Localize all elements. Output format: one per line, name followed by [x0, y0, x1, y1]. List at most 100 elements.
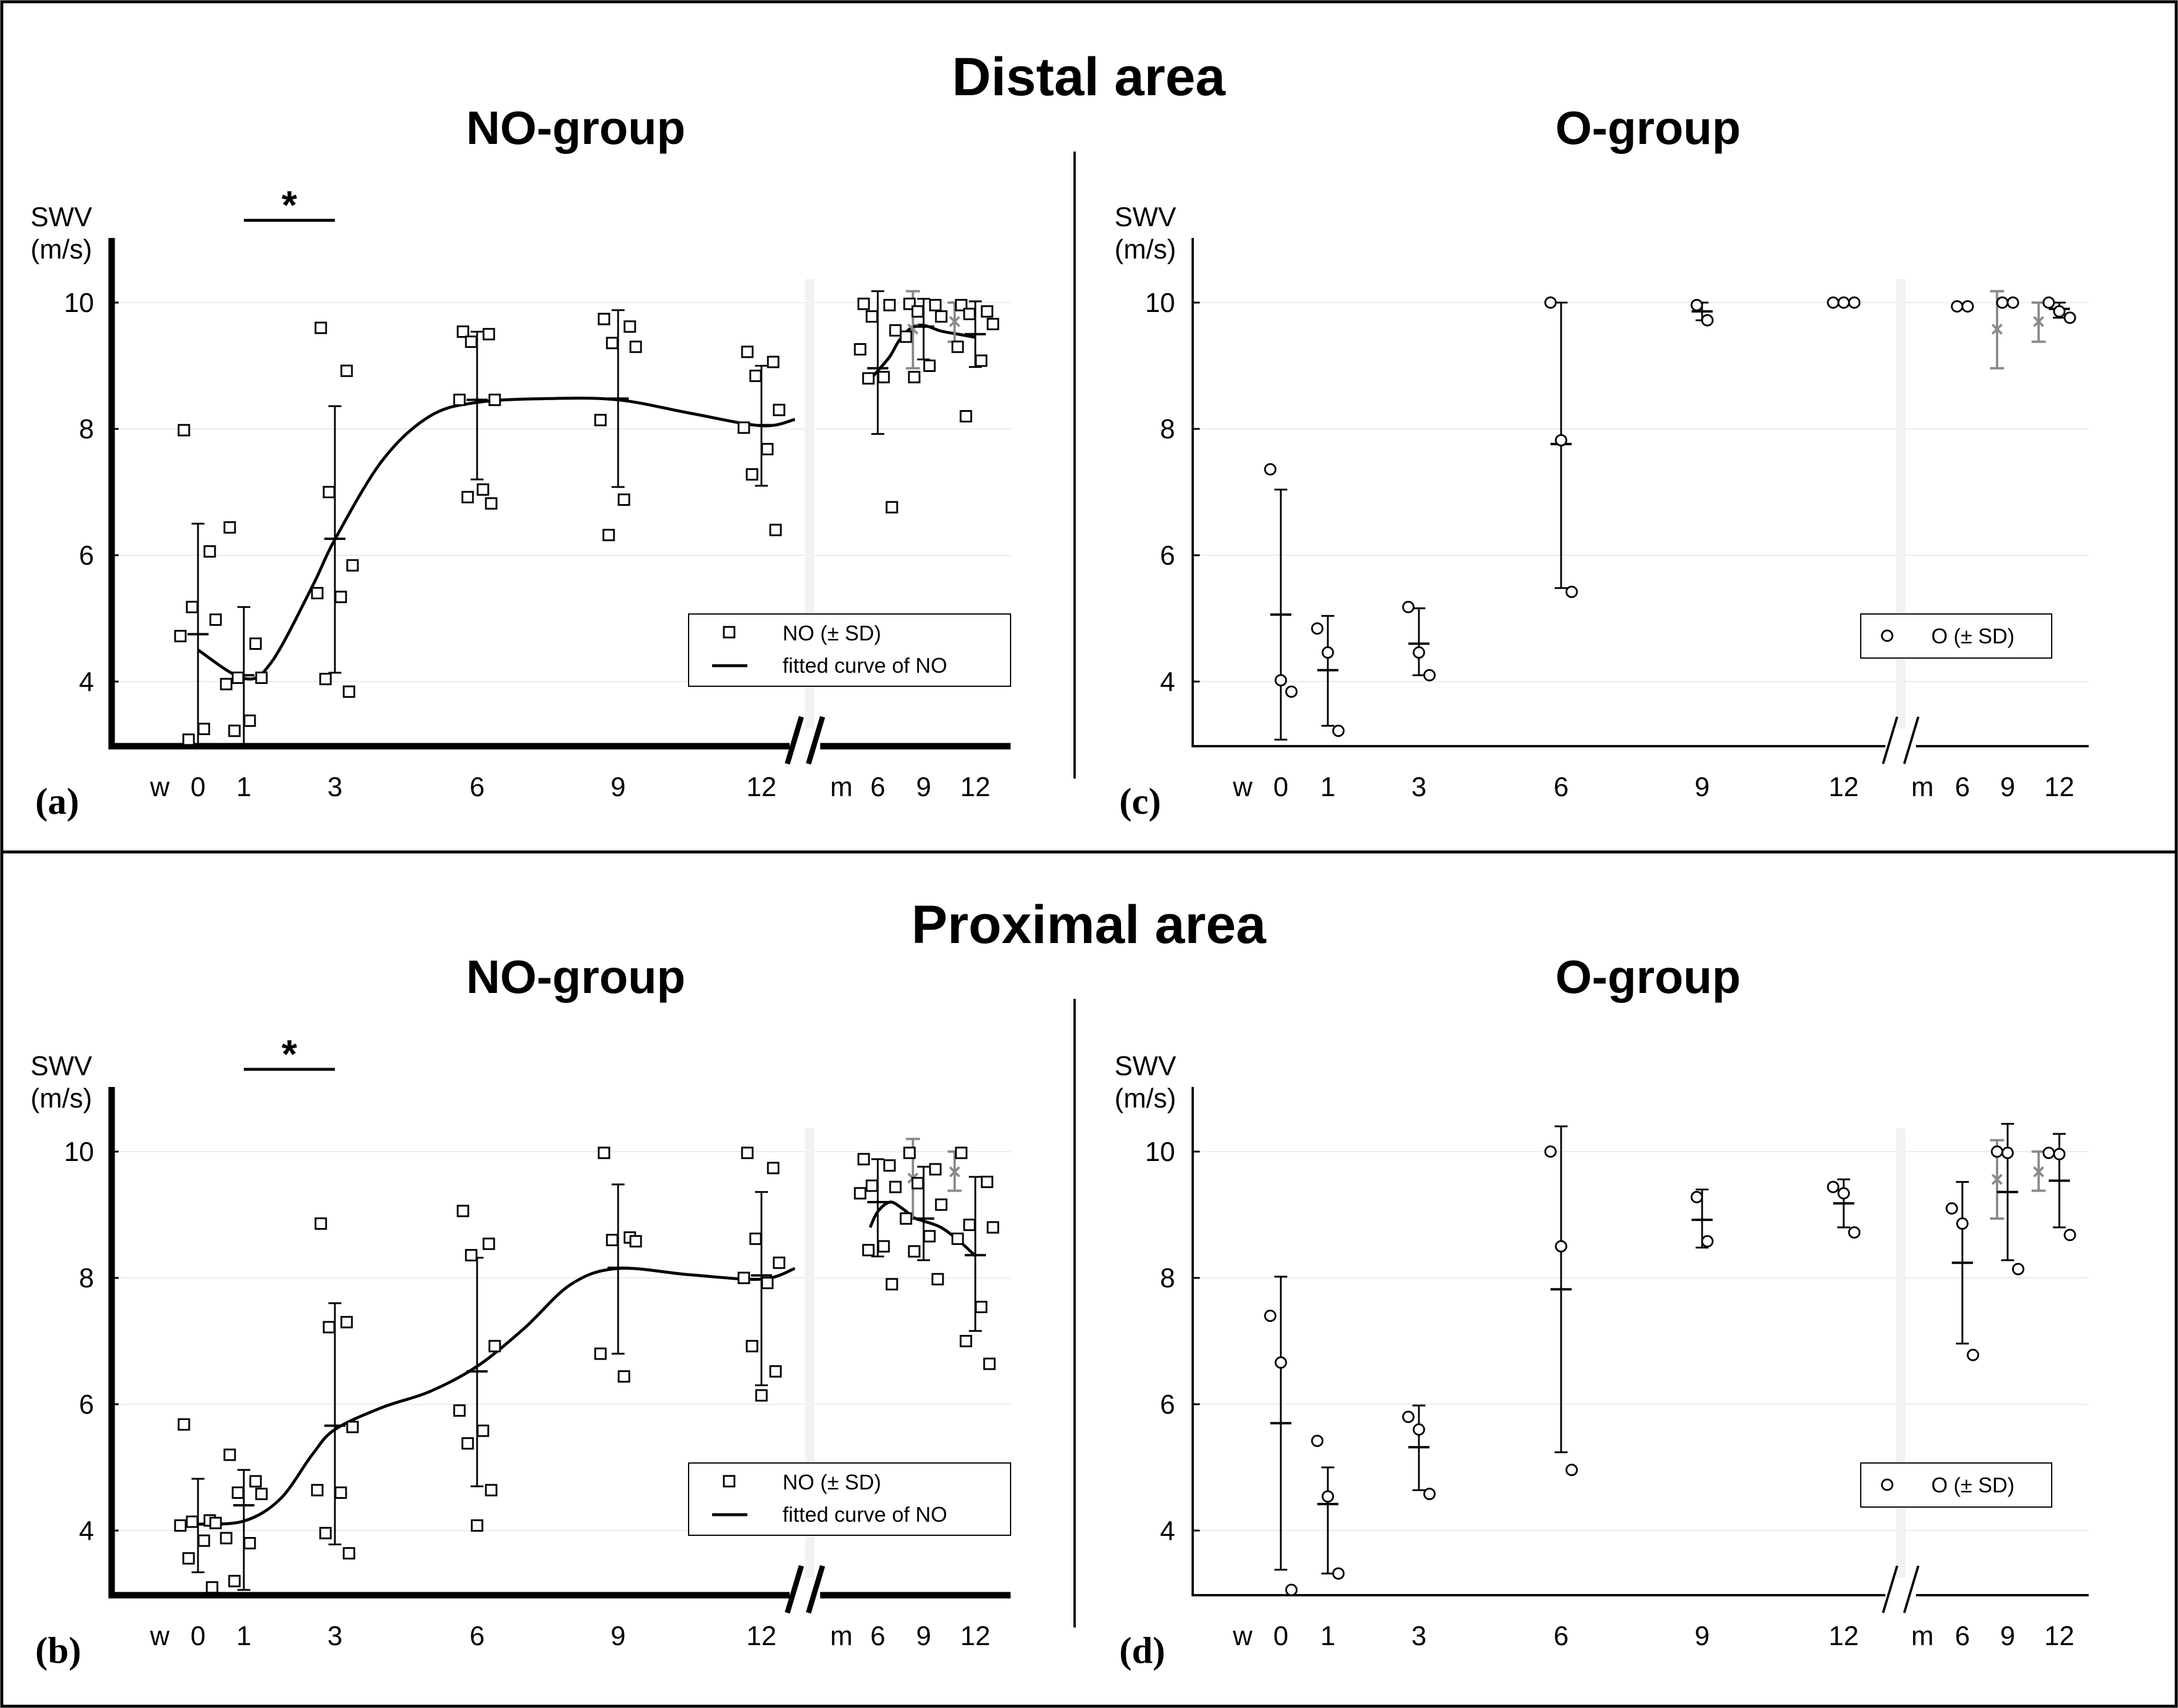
x-week-prefix: w — [149, 771, 170, 802]
legend: O (± SD) — [1860, 613, 2052, 659]
data-point-square — [311, 587, 324, 599]
x-tick-label: 9 — [610, 771, 626, 802]
x-tick-label: 0 — [190, 1620, 206, 1651]
y-tick-label: 6 — [79, 1389, 94, 1420]
data-point-square — [476, 483, 489, 496]
data-point-circle — [1555, 434, 1568, 447]
data-point-circle — [1332, 1567, 1345, 1580]
gray-mean-cross — [1991, 323, 2003, 335]
panel-title: NO-group — [466, 102, 685, 154]
data-point-square — [346, 559, 359, 572]
data-point-square — [623, 320, 636, 333]
data-point-square — [461, 491, 474, 504]
x-tick-label: 12 — [2044, 771, 2074, 802]
x-tick-label: 0 — [1273, 1620, 1288, 1651]
x-month-prefix: m — [1911, 1620, 1934, 1651]
gray-mean-cross — [949, 1166, 961, 1177]
y-tick-label: 10 — [1145, 287, 1175, 318]
data-point-square — [857, 297, 870, 310]
data-group — [311, 1217, 359, 1560]
legend-square-marker — [723, 626, 736, 639]
data-point-square — [249, 1475, 262, 1488]
data-point-square — [865, 310, 878, 323]
data-point-circle — [1991, 1145, 2004, 1158]
x-tick-label: 1 — [236, 1620, 251, 1651]
data-point-circle — [1402, 1411, 1415, 1423]
data-point-square — [877, 1240, 890, 1253]
data-point-square — [908, 371, 921, 384]
data-point-circle — [1565, 585, 1578, 598]
x-tick-label: 6 — [1955, 771, 1970, 802]
data-point-circle — [1321, 1490, 1334, 1503]
data-point-square — [182, 1552, 195, 1565]
data-group — [1690, 298, 1714, 327]
x-tick-label: 12 — [1828, 771, 1858, 802]
data-point-square — [314, 321, 327, 334]
x-tick-label: 6 — [870, 1620, 885, 1651]
x-tick-label: 1 — [1320, 1620, 1335, 1651]
data-point-square — [186, 600, 199, 613]
data-point-square — [963, 1219, 976, 1231]
data-point-square — [955, 298, 968, 311]
data-point-square — [862, 372, 875, 385]
data-point-square — [737, 1271, 750, 1284]
data-point-circle — [1837, 1187, 1850, 1200]
legend: NO (± SD) fitted curve of NO — [688, 1462, 1011, 1536]
panel-letter: (d) — [1119, 1629, 1165, 1671]
y-axis-unit: (m/s) — [1115, 234, 1176, 264]
data-group — [951, 298, 999, 422]
data-point-square — [485, 497, 498, 510]
data-point-circle — [2042, 1146, 2055, 1159]
data-point-square — [203, 545, 216, 558]
data-point-circle — [1264, 1310, 1277, 1322]
x-tick-label: 12 — [960, 1620, 990, 1651]
data-point-square — [174, 1519, 187, 1532]
data-point-square — [457, 325, 469, 338]
data-point-square — [749, 370, 762, 382]
panel-title: NO-group — [466, 951, 685, 1003]
x-tick-label: 3 — [1411, 1620, 1427, 1651]
data-point-square — [343, 685, 355, 698]
data-group — [854, 1153, 902, 1291]
y-tick-label: 8 — [1160, 1263, 1175, 1293]
data-point-square — [935, 1198, 948, 1211]
data-point-square — [209, 613, 222, 626]
data-point-circle — [1951, 300, 1964, 313]
legend-label-marker: O (± SD) — [1931, 624, 2015, 648]
data-point-square — [746, 468, 759, 481]
axis-break-slash — [1903, 716, 1919, 764]
data-point-circle — [1848, 1226, 1861, 1239]
x-tick-label: 9 — [2000, 771, 2015, 802]
data-point-circle — [1837, 296, 1850, 309]
data-point-square — [482, 328, 495, 341]
x-tick-label: 9 — [1694, 771, 1710, 802]
y-axis-unit: (m/s) — [31, 1083, 92, 1113]
data-point-square — [854, 1187, 867, 1200]
data-point-square — [883, 1159, 896, 1172]
x-tick-label: 0 — [190, 771, 206, 802]
data-point-square — [885, 501, 898, 514]
data-point-square — [865, 1179, 878, 1192]
data-point-square — [174, 630, 187, 643]
data-point-square — [983, 1357, 996, 1370]
gray-mean-cross — [1991, 1173, 2003, 1185]
data-point-square — [935, 310, 948, 323]
data-point-square — [311, 1484, 324, 1496]
data-point-square — [177, 1418, 190, 1431]
data-group — [1996, 296, 2019, 309]
legend: O (± SD) — [1860, 1462, 2052, 1508]
y-tick-label: 6 — [79, 540, 94, 571]
panel-letter: (c) — [1119, 780, 1161, 822]
gray-mean-cross — [2033, 316, 2045, 327]
data-point-square — [485, 1484, 498, 1496]
x-tick-label: 9 — [1694, 1620, 1710, 1651]
axis-break-slash — [1903, 1565, 1919, 1613]
data-point-circle — [1274, 1356, 1287, 1369]
x-week-prefix: w — [149, 1620, 170, 1651]
data-point-square — [951, 340, 964, 353]
